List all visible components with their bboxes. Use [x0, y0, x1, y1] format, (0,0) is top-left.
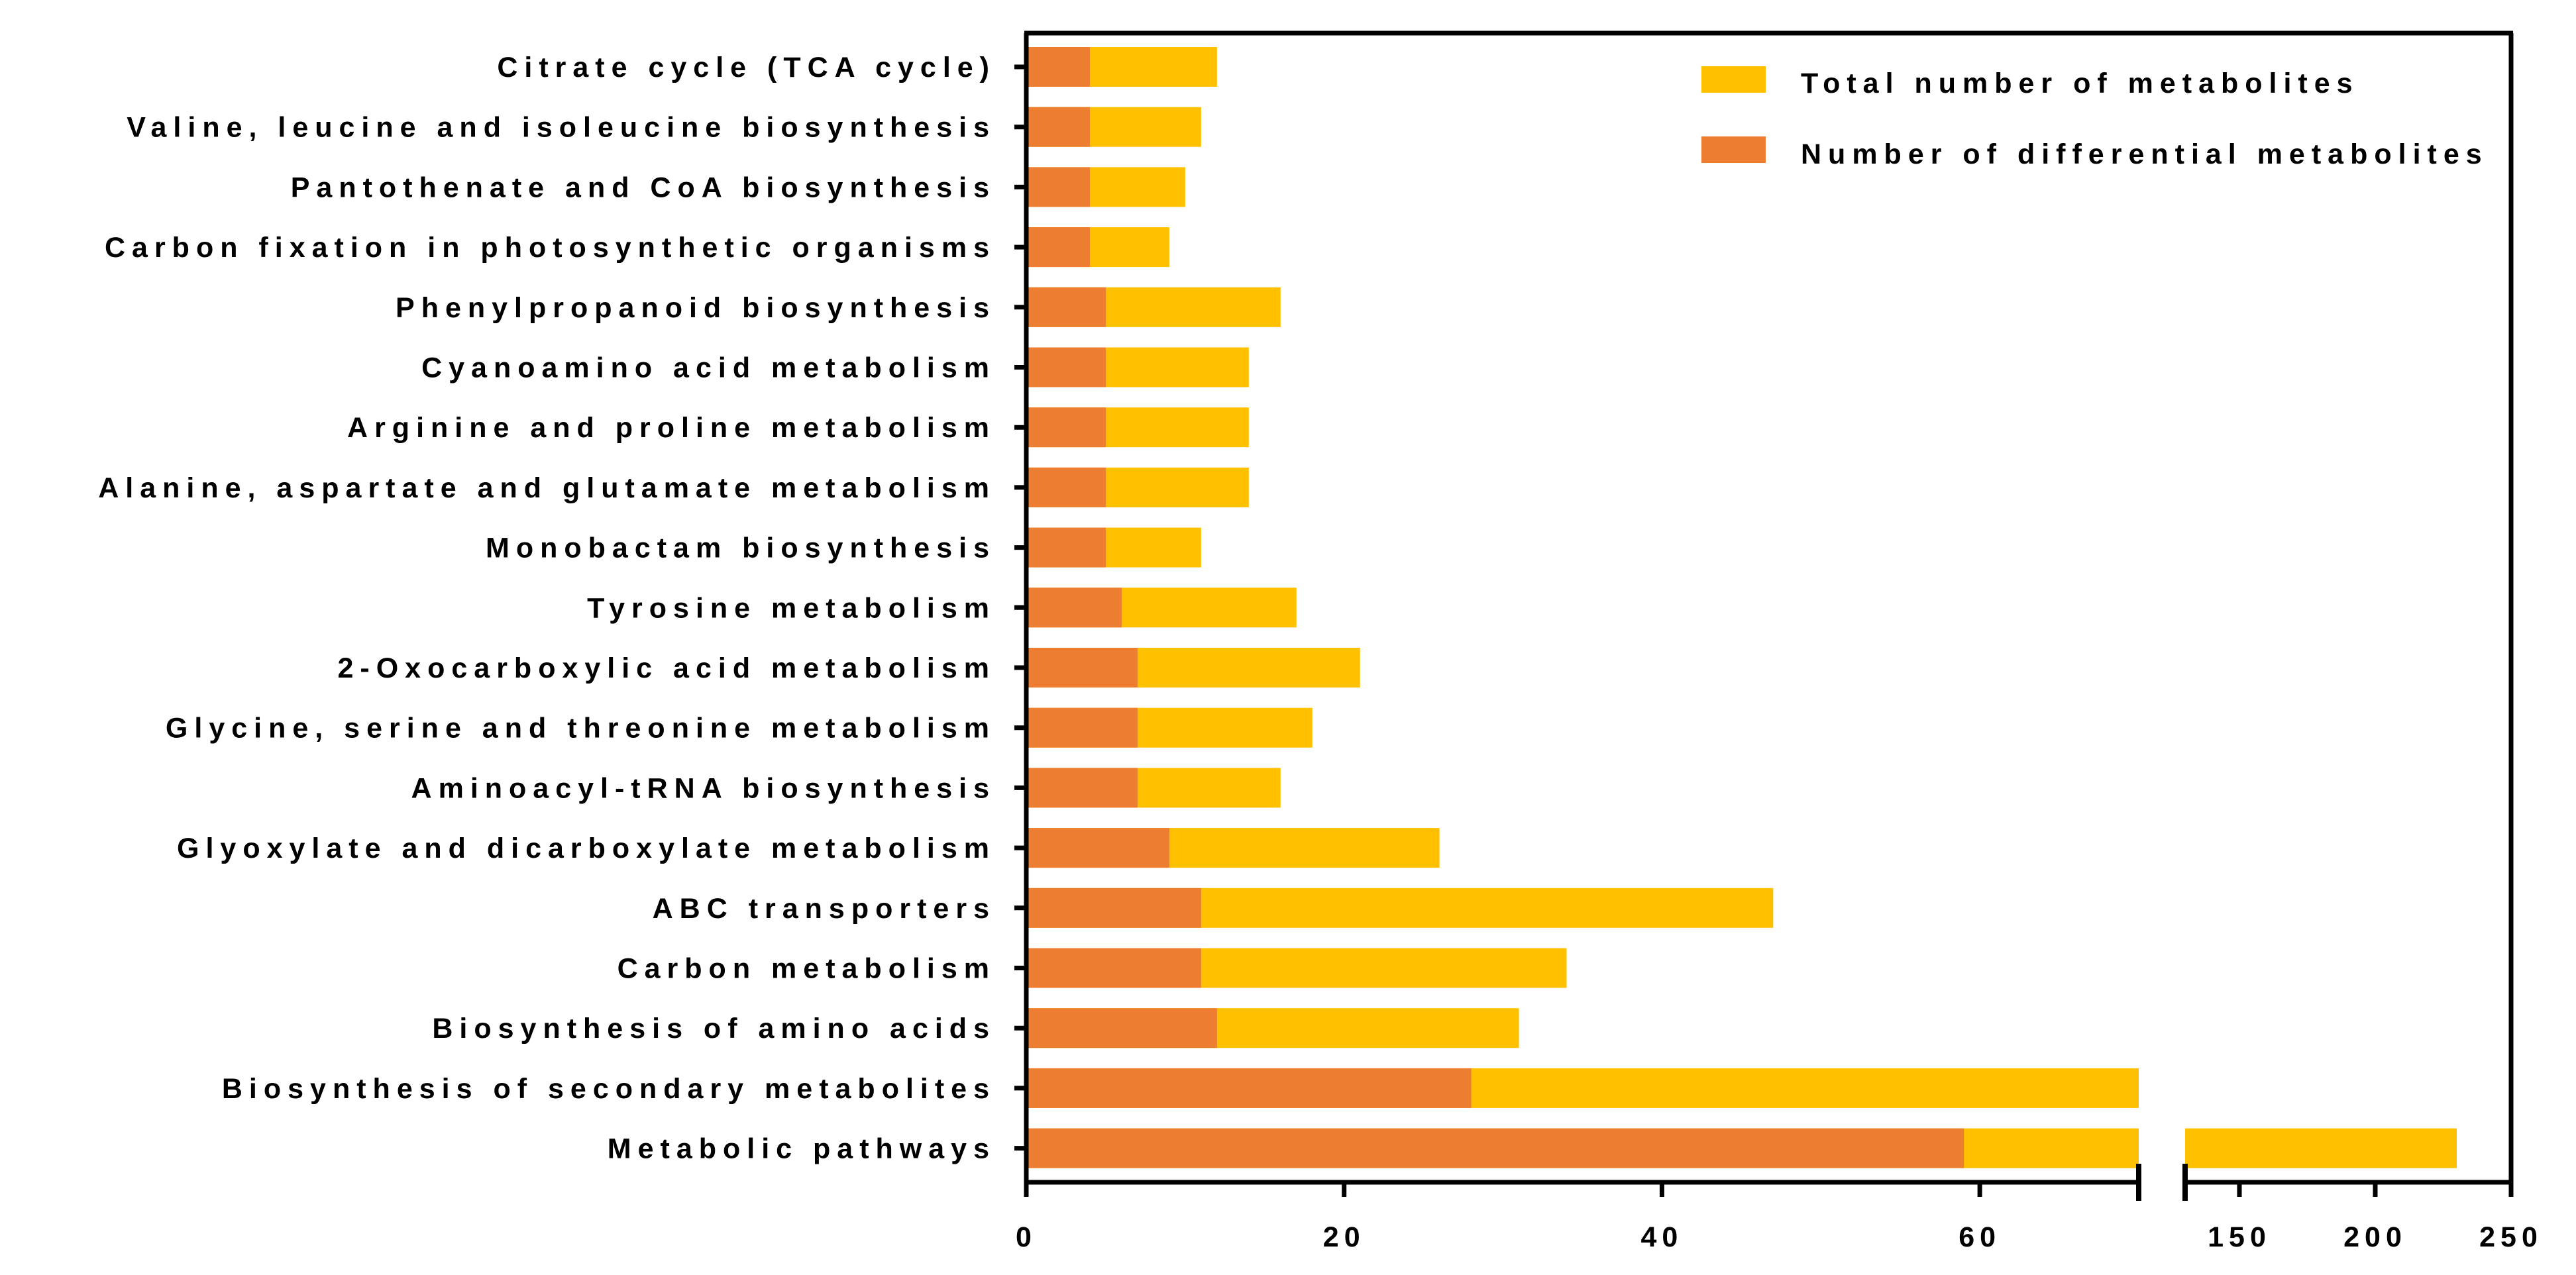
- category-label: 2-Oxocarboxylic acid metabolism: [338, 652, 996, 684]
- bar-differential: [1026, 467, 1106, 507]
- legend: Total number of metabolites Number of di…: [1701, 66, 2489, 170]
- bar-differential: [1026, 888, 1201, 928]
- legend-swatch-differential: [1701, 136, 1766, 163]
- bar-differential: [1026, 1128, 1964, 1168]
- category-label: Valine, leucine and isoleucine biosynthe…: [127, 112, 996, 144]
- bar-differential: [1026, 407, 1106, 448]
- bar-differential: [1026, 648, 1138, 688]
- x-tick-label: 40: [1641, 1221, 1684, 1253]
- category-label: Citrate cycle (TCA cycle): [497, 52, 996, 83]
- bar-differential: [1026, 707, 1138, 748]
- bar-differential: [1026, 768, 1138, 808]
- x-tick-label: 20: [1323, 1221, 1366, 1253]
- category-label: Carbon metabolism: [617, 953, 996, 985]
- category-label: Glyoxylate and dicarboxylate metabolism: [177, 833, 996, 864]
- category-label: Monobactam biosynthesis: [486, 533, 996, 564]
- category-label: Biosynthesis of secondary metabolites: [222, 1073, 996, 1105]
- bar-differential: [1026, 1068, 1472, 1108]
- category-label: Metabolic pathways: [608, 1133, 996, 1165]
- bar-total-broken-segment: [2185, 1128, 2457, 1168]
- category-label: Glycine, serine and threonine metabolism: [166, 713, 996, 744]
- bar-differential: [1026, 107, 1090, 147]
- category-label: Arginine and proline metabolism: [347, 412, 996, 444]
- bar-differential: [1026, 167, 1090, 207]
- bars-layer: [1026, 47, 2457, 1168]
- bar-differential: [1026, 287, 1106, 327]
- category-label: Biosynthesis of amino acids: [432, 1013, 996, 1045]
- category-label: Carbon fixation in photosynthetic organi…: [105, 232, 996, 264]
- legend-label-differential: Number of differential metabolites: [1801, 138, 2489, 170]
- bar-differential: [1026, 227, 1090, 268]
- bar-differential: [1026, 47, 1090, 87]
- legend-swatch-total: [1701, 66, 1766, 93]
- bar-differential: [1026, 347, 1106, 387]
- category-label: Phenylpropanoid biosynthesis: [396, 292, 996, 324]
- axes: 0 20 40 60 150 200 250: [1014, 30, 2543, 1253]
- legend-label-total: Total number of metabolites: [1801, 68, 2359, 99]
- category-label: ABC transporters: [653, 893, 996, 925]
- category-label: Cyanoamino acid metabolism: [421, 352, 996, 384]
- bar-differential: [1026, 1008, 1217, 1048]
- bar-differential: [1026, 828, 1169, 868]
- category-labels: Citrate cycle (TCA cycle) Valine, leucine…: [98, 52, 996, 1165]
- x-tick-label: 60: [1959, 1221, 2001, 1253]
- bar-differential: [1026, 948, 1201, 988]
- x-tick-label: 200: [2343, 1221, 2407, 1253]
- category-label: Alanine, aspartate and glutamate metabol…: [98, 472, 996, 504]
- x-tick-label: 250: [2479, 1221, 2543, 1253]
- category-label: Aminoacyl-tRNA biosynthesis: [411, 772, 996, 804]
- bar-differential: [1026, 527, 1106, 568]
- x-tick-label: 150: [2208, 1221, 2271, 1253]
- x-tick-label: 0: [1016, 1221, 1037, 1253]
- category-label: Pantothenate and CoA biosynthesis: [291, 172, 996, 203]
- bar-differential: [1026, 587, 1122, 628]
- category-label: Tyrosine metabolism: [587, 592, 996, 624]
